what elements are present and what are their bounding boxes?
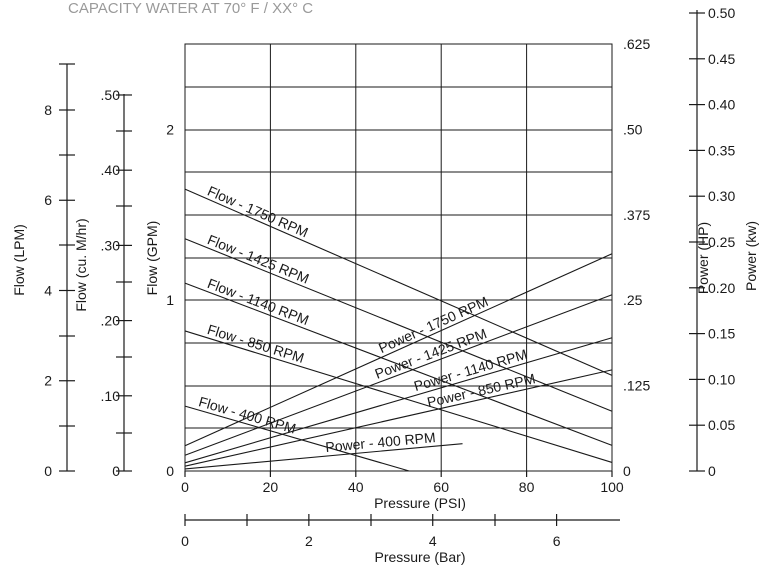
axis-ticks: 0 20 40 60 80 1000120.125.25.375.50.62500.050… xyxy=(44,5,735,549)
lpm-tick-label: 2 xyxy=(44,373,52,389)
flow-curve xyxy=(184,330,613,463)
power-curve xyxy=(184,337,613,464)
power-curve xyxy=(184,253,613,447)
kw-tick-label: 0.20 xyxy=(708,280,735,296)
m3hr-tick-label: .10 xyxy=(101,388,121,404)
y-axis-label-kw: Power (kw) xyxy=(743,221,759,291)
psi-tick-label: 0 xyxy=(181,479,189,495)
psi-tick-label: 60 xyxy=(433,479,449,495)
y-axis-label-hp: Power (HP) xyxy=(695,222,711,294)
flow-curve-label: Flow - 1750 RPM xyxy=(205,183,311,241)
kw-tick-label: 0.50 xyxy=(708,5,735,21)
lpm-tick-label: 0 xyxy=(44,463,52,479)
psi-tick-label: 100 xyxy=(600,479,624,495)
power-curve xyxy=(184,443,463,470)
gpm-tick-label: 2 xyxy=(166,121,174,137)
kw-tick-label: 0.30 xyxy=(708,188,735,204)
flow-curve xyxy=(184,405,410,472)
y-axis-label-gpm: Flow (GPM) xyxy=(144,221,160,296)
power-curve xyxy=(184,369,613,467)
x-axis-label-psi: Pressure (PSI) xyxy=(374,495,466,511)
bar-tick-label: 0 xyxy=(181,533,189,549)
bar-axis xyxy=(185,514,620,526)
bar-tick-label: 4 xyxy=(429,533,437,549)
flow-curve-label: Flow - 400 RPM xyxy=(197,393,298,436)
gpm-tick-label: 1 xyxy=(166,292,174,308)
psi-tick-label: 40 xyxy=(348,479,364,495)
hp-tick-label: .375 xyxy=(623,207,650,223)
m3hr-tick-label: 0 xyxy=(112,463,120,479)
y-axis-label-lpm: Flow (LPM) xyxy=(11,224,27,296)
y-axis-label-m3hr: Flow (cu. M/hr) xyxy=(73,218,89,311)
power-curve xyxy=(184,294,613,456)
flow-curve xyxy=(184,188,613,376)
m3hr-tick-label: .50 xyxy=(101,87,121,103)
chart-title: CAPACITY WATER AT 70° F / XX° C xyxy=(68,0,313,17)
hp-tick-label: .25 xyxy=(623,292,643,308)
bar-tick-label: 2 xyxy=(305,533,313,549)
kw-tick-label: 0.40 xyxy=(708,97,735,113)
hp-tick-label: 0 xyxy=(623,463,631,479)
flow-curve-label: Flow - 850 RPM xyxy=(205,321,306,366)
m3hr-tick-label: .20 xyxy=(101,313,121,329)
psi-tick-label: 20 xyxy=(263,479,279,495)
kw-tick-label: 0.35 xyxy=(708,142,735,158)
kw-tick-label: 0.15 xyxy=(708,326,735,342)
m3hr-tick-label: .30 xyxy=(101,237,121,253)
x-axis-label-bar: Pressure (Bar) xyxy=(374,549,465,565)
m3hr-tick-label: .40 xyxy=(101,162,121,178)
hp-tick-label: .50 xyxy=(623,121,643,137)
psi-tick-label: 80 xyxy=(519,479,535,495)
kw-tick-label: 0.10 xyxy=(708,371,735,387)
flow-curve xyxy=(184,238,613,412)
hp-tick-label: .625 xyxy=(623,36,650,52)
kw-tick-label: 0.25 xyxy=(708,234,735,250)
lpm-tick-label: 4 xyxy=(44,282,52,298)
gpm-tick-label: 0 xyxy=(166,463,174,479)
kw-tick-label: 0.45 xyxy=(708,51,735,67)
lpm-tick-label: 8 xyxy=(44,102,52,118)
lpm-tick-label: 6 xyxy=(44,192,52,208)
performance-curves xyxy=(184,188,613,472)
hp-tick-label: .125 xyxy=(623,378,650,394)
lpm-axis xyxy=(59,63,75,471)
bar-tick-label: 6 xyxy=(553,533,561,549)
flow-curve xyxy=(184,282,613,446)
kw-tick-label: 0.05 xyxy=(708,417,735,433)
m3hr-axis xyxy=(116,94,132,471)
kw-tick-label: 0 xyxy=(708,463,716,479)
